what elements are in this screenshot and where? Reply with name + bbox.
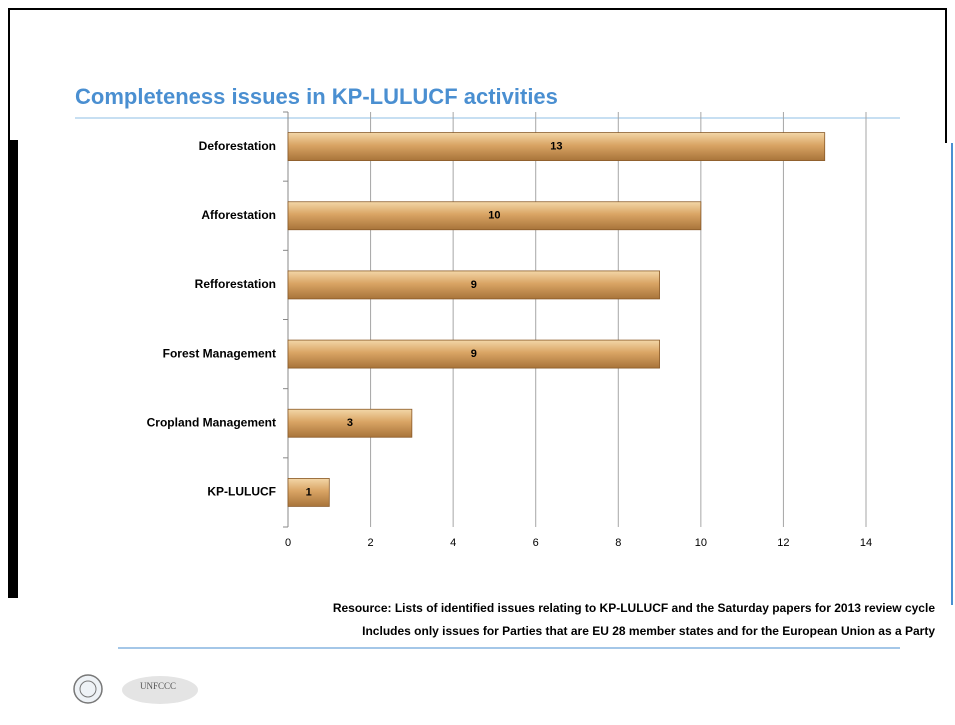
- bar: [287, 408, 413, 438]
- frame-top: [8, 8, 947, 10]
- frame-right-line: [951, 143, 953, 605]
- y-tick-label: Refforestation: [195, 277, 276, 291]
- un-logo-inner: [79, 680, 97, 698]
- data-label: 3: [347, 417, 353, 429]
- bar: [287, 339, 660, 369]
- data-label: 10: [488, 210, 500, 222]
- y-tick-label: Forest Management: [163, 346, 276, 360]
- note: Includes only issues for Parties that ar…: [362, 624, 935, 638]
- data-label: 1: [306, 486, 312, 498]
- x-tick-label: 2: [368, 537, 374, 549]
- chart-title: Completeness issues in KP-LULUCF activit…: [75, 84, 558, 109]
- x-tick-label: 14: [860, 537, 872, 549]
- y-tick-label: Deforestation: [199, 139, 276, 153]
- y-tick-label: KP-LULUCF: [207, 485, 276, 499]
- x-tick-label: 10: [695, 537, 707, 549]
- unfccc-logo: [122, 676, 198, 704]
- data-label: 9: [471, 279, 477, 291]
- un-logo: [73, 674, 103, 704]
- note: Resource: Lists of identified issues rel…: [333, 601, 935, 615]
- frame-right: [945, 8, 947, 143]
- x-tick-label: 0: [285, 537, 291, 549]
- x-tick-label: 12: [777, 537, 789, 549]
- data-label: 13: [550, 140, 562, 152]
- bar: [287, 132, 826, 161]
- x-tick-label: 8: [615, 537, 621, 549]
- frame-left-bar: [8, 140, 18, 598]
- frame-left: [8, 8, 10, 148]
- y-tick-label: Cropland Management: [147, 415, 276, 429]
- y-tick-label: Afforestation: [201, 208, 276, 222]
- bar: [287, 201, 702, 231]
- x-tick-label: 6: [533, 537, 539, 549]
- bar: [287, 478, 330, 507]
- data-label: 9: [471, 348, 477, 360]
- x-tick-label: 4: [450, 537, 456, 549]
- bar: [287, 270, 660, 300]
- logo-text: UNFCCC: [140, 681, 176, 691]
